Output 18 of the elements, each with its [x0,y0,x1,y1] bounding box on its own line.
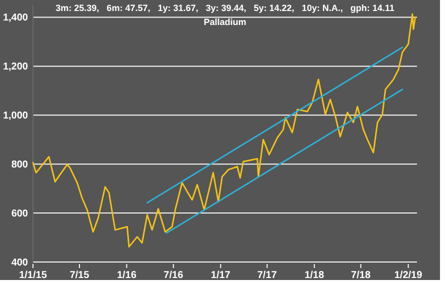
y-tick-label: 1,400 [2,12,28,24]
y-tick-label: 400 [11,258,28,268]
x-tick-label: 1/17 [210,270,231,281]
x-tick-label: 7/17 [257,270,278,281]
y-tick-label: 800 [11,160,28,171]
chart-subtitle: 3m: 25.39, 6m: 47.57, 1y: 31.67, 3y: 39.44, 5y: 14.22, 10y: N.A., gph: 14.11 [56,3,394,13]
x-tick-label: 1/1/15 [19,270,48,281]
x-tick-label: 1/18 [304,270,324,281]
line-series [32,13,416,248]
x-tick-label: 1/2/19 [394,270,423,281]
x-tick-label: 7/15 [70,270,90,281]
y-tick-label: 600 [11,208,28,220]
x-tick-label: 1/16 [116,270,137,281]
x-tick-label: 7/18 [351,270,371,281]
x-tick-label: 7/16 [164,270,184,281]
y-tick-label: 1,000 [2,110,28,122]
text: Palladium [204,17,246,27]
y-tick-label: 1,200 [2,62,28,73]
